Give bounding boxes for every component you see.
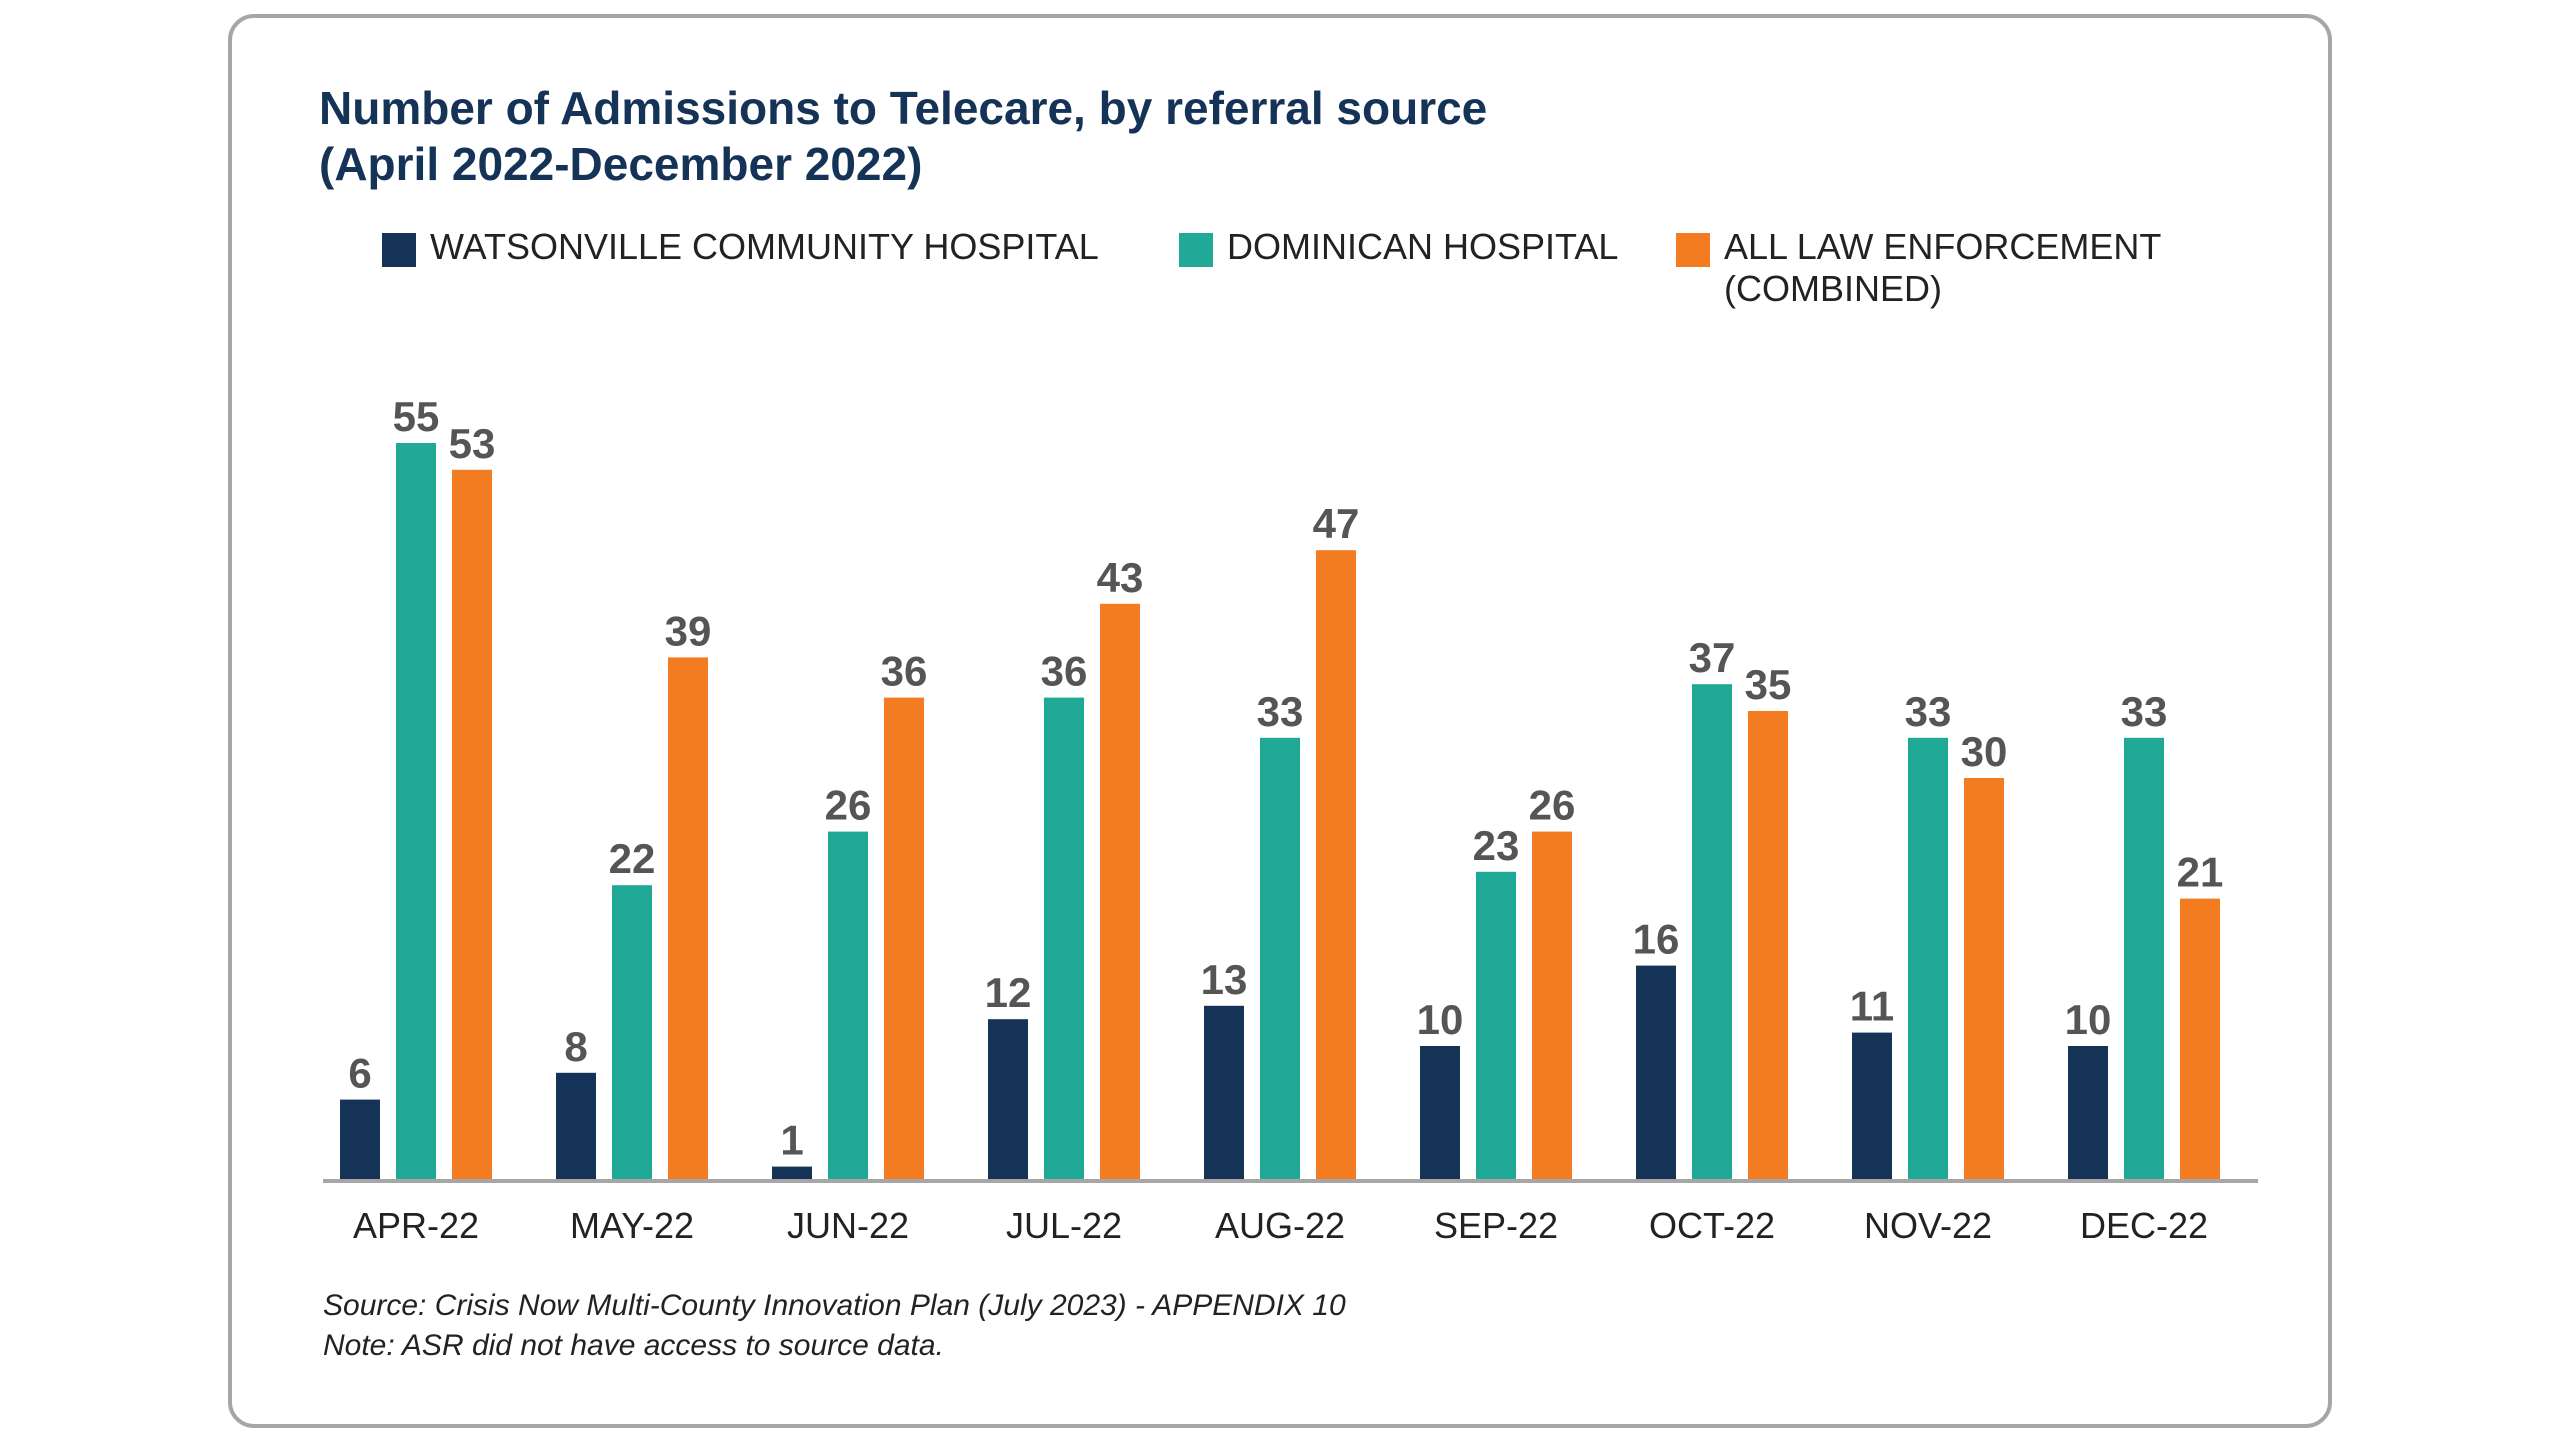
value-label-law-enforcement-nov-22: 30 — [1961, 728, 2008, 775]
bar-law-enforcement-apr-22 — [452, 469, 492, 1180]
bar-dominican-oct-22 — [1692, 684, 1732, 1180]
value-label-law-enforcement-oct-22: 35 — [1745, 661, 1792, 708]
value-label-watsonville-oct-22: 16 — [1633, 916, 1680, 963]
legend-label-dominican: DOMINICAN HOSPITAL — [1227, 226, 1619, 267]
value-label-dominican-nov-22: 33 — [1905, 688, 1952, 735]
value-label-dominican-sep-22: 23 — [1473, 822, 1520, 869]
value-label-dominican-jul-22: 36 — [1041, 648, 1088, 695]
bar-dominican-dec-22 — [2124, 737, 2164, 1180]
bar-law-enforcement-nov-22 — [1964, 778, 2004, 1180]
value-label-watsonville-may-22: 8 — [564, 1023, 587, 1070]
bar-watsonville-may-22 — [556, 1072, 596, 1180]
value-label-dominican-may-22: 22 — [609, 835, 656, 882]
value-label-watsonville-apr-22: 6 — [348, 1050, 371, 1097]
value-label-watsonville-nov-22: 11 — [1850, 983, 1894, 1030]
bar-dominican-sep-22 — [1476, 871, 1516, 1180]
legend-swatch-dominican — [1179, 233, 1213, 267]
bar-dominican-aug-22 — [1260, 737, 1300, 1180]
legend-label-watsonville: WATSONVILLE COMMUNITY HOSPITAL — [430, 226, 1099, 267]
value-label-dominican-jun-22: 26 — [825, 782, 872, 829]
value-label-watsonville-jun-22: 1 — [780, 1117, 803, 1164]
value-label-law-enforcement-dec-22: 21 — [2177, 849, 2224, 896]
x-tick-label-sep-22: SEP-22 — [1434, 1205, 1558, 1246]
x-tick-label-dec-22: DEC-22 — [2080, 1205, 2208, 1246]
bar-watsonville-jul-22 — [988, 1019, 1028, 1180]
bar-dominican-jun-22 — [828, 831, 868, 1180]
value-label-law-enforcement-apr-22: 53 — [449, 420, 496, 467]
chart-title-line: Number of Admissions to Telecare, by ref… — [319, 82, 1488, 134]
value-label-dominican-dec-22: 33 — [2121, 688, 2168, 735]
value-label-watsonville-sep-22: 10 — [1417, 996, 1464, 1043]
access-note: Note: ASR did not have access to source … — [323, 1329, 944, 1362]
value-label-law-enforcement-aug-22: 47 — [1313, 500, 1360, 547]
bar-watsonville-aug-22 — [1204, 1005, 1244, 1180]
x-tick-label-jun-22: JUN-22 — [787, 1205, 909, 1246]
bar-law-enforcement-jul-22 — [1100, 603, 1140, 1180]
bar-watsonville-dec-22 — [2068, 1046, 2108, 1180]
bar-dominican-may-22 — [612, 885, 652, 1180]
source-note: Source: Crisis Now Multi-County Innovati… — [323, 1289, 1346, 1322]
legend-label-law-enforcement: ALL LAW ENFORCEMENT (COMBINED) — [1724, 226, 2161, 310]
value-label-dominican-oct-22: 37 — [1689, 634, 1736, 681]
value-label-law-enforcement-sep-22: 26 — [1529, 782, 1576, 829]
bar-dominican-nov-22 — [1908, 737, 1948, 1180]
chart-card — [228, 14, 2332, 1428]
x-tick-label-jul-22: JUL-22 — [1006, 1205, 1122, 1246]
bar-law-enforcement-may-22 — [668, 657, 708, 1180]
value-label-watsonville-dec-22: 10 — [2065, 996, 2112, 1043]
legend-label-law-line1: ALL LAW ENFORCEMENT — [1724, 226, 2162, 267]
bar-dominican-apr-22 — [396, 443, 436, 1180]
legend-swatch-watsonville — [382, 233, 416, 267]
bar-watsonville-nov-22 — [1852, 1032, 1892, 1180]
legend-swatch-law-enforcement — [1676, 233, 1710, 267]
x-tick-label-nov-22: NOV-22 — [1864, 1205, 1992, 1246]
bar-law-enforcement-dec-22 — [2180, 898, 2220, 1180]
value-label-dominican-apr-22: 55 — [393, 393, 440, 440]
bar-law-enforcement-sep-22 — [1532, 831, 1572, 1180]
value-label-law-enforcement-jun-22: 36 — [881, 648, 928, 695]
chart-footnote: Source: Crisis Now Multi-County Innovati… — [323, 1286, 1346, 1366]
bar-law-enforcement-aug-22 — [1316, 550, 1356, 1180]
value-label-watsonville-jul-22: 12 — [985, 969, 1032, 1016]
value-label-dominican-aug-22: 33 — [1257, 688, 1304, 735]
bar-watsonville-oct-22 — [1636, 965, 1676, 1180]
chart-title: Number of Admissions to Telecare, by ref… — [319, 80, 1487, 192]
bar-dominican-jul-22 — [1044, 697, 1084, 1180]
chart-subtitle-line: (April 2022-December 2022) — [319, 138, 923, 190]
x-tick-label-apr-22: APR-22 — [353, 1205, 479, 1246]
x-tick-label-may-22: MAY-22 — [570, 1205, 694, 1246]
value-label-law-enforcement-may-22: 39 — [665, 607, 712, 654]
bar-watsonville-apr-22 — [340, 1099, 380, 1180]
value-label-watsonville-aug-22: 13 — [1201, 956, 1248, 1003]
bar-law-enforcement-jun-22 — [884, 697, 924, 1180]
bar-watsonville-sep-22 — [1420, 1046, 1460, 1180]
bar-law-enforcement-oct-22 — [1748, 711, 1788, 1180]
x-tick-label-aug-22: AUG-22 — [1215, 1205, 1345, 1246]
bar-watsonville-jun-22 — [772, 1166, 812, 1180]
legend-label-law-line2: (COMBINED) — [1724, 268, 1942, 309]
value-label-law-enforcement-jul-22: 43 — [1097, 554, 1144, 601]
x-tick-label-oct-22: OCT-22 — [1649, 1205, 1775, 1246]
